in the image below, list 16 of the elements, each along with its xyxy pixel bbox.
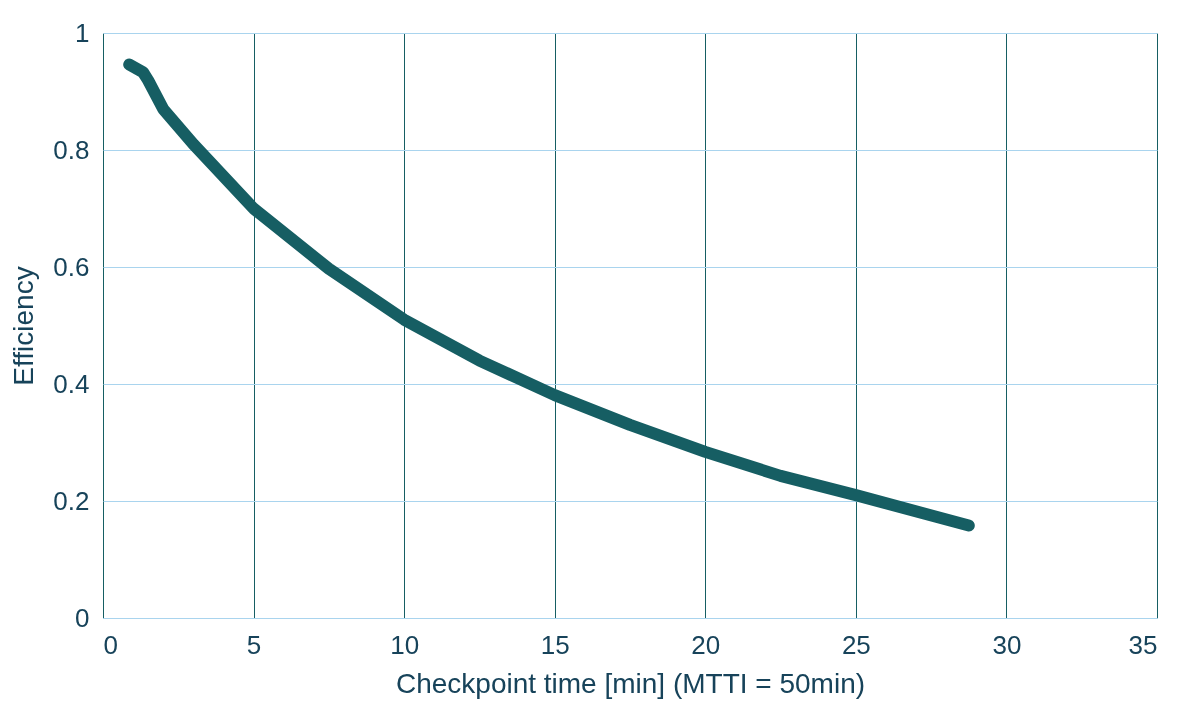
y-tick-label: 0.4 (53, 368, 90, 399)
y-tick-label: 0 (75, 602, 90, 633)
x-tick-label: 35 (1128, 629, 1158, 660)
y-tick-label: 0.8 (53, 134, 90, 165)
x-tick-label: 30 (992, 629, 1022, 660)
x-axis-title: Checkpoint time [min] (MTTI = 50min) (395, 667, 866, 699)
y-tick-label: 1 (75, 17, 90, 48)
x-tick-label: 10 (390, 629, 420, 660)
x-tick-label: 5 (246, 629, 262, 660)
x-tick-label: 25 (841, 629, 871, 660)
y-tick-label: 0.6 (53, 251, 90, 282)
x-tick-label: 15 (540, 629, 570, 660)
x-tick-label: 0 (103, 629, 118, 660)
x-tick-label: 20 (691, 629, 721, 660)
y-axis-title: Efficiency (8, 266, 40, 386)
y-tick-label: 0.2 (53, 485, 90, 516)
